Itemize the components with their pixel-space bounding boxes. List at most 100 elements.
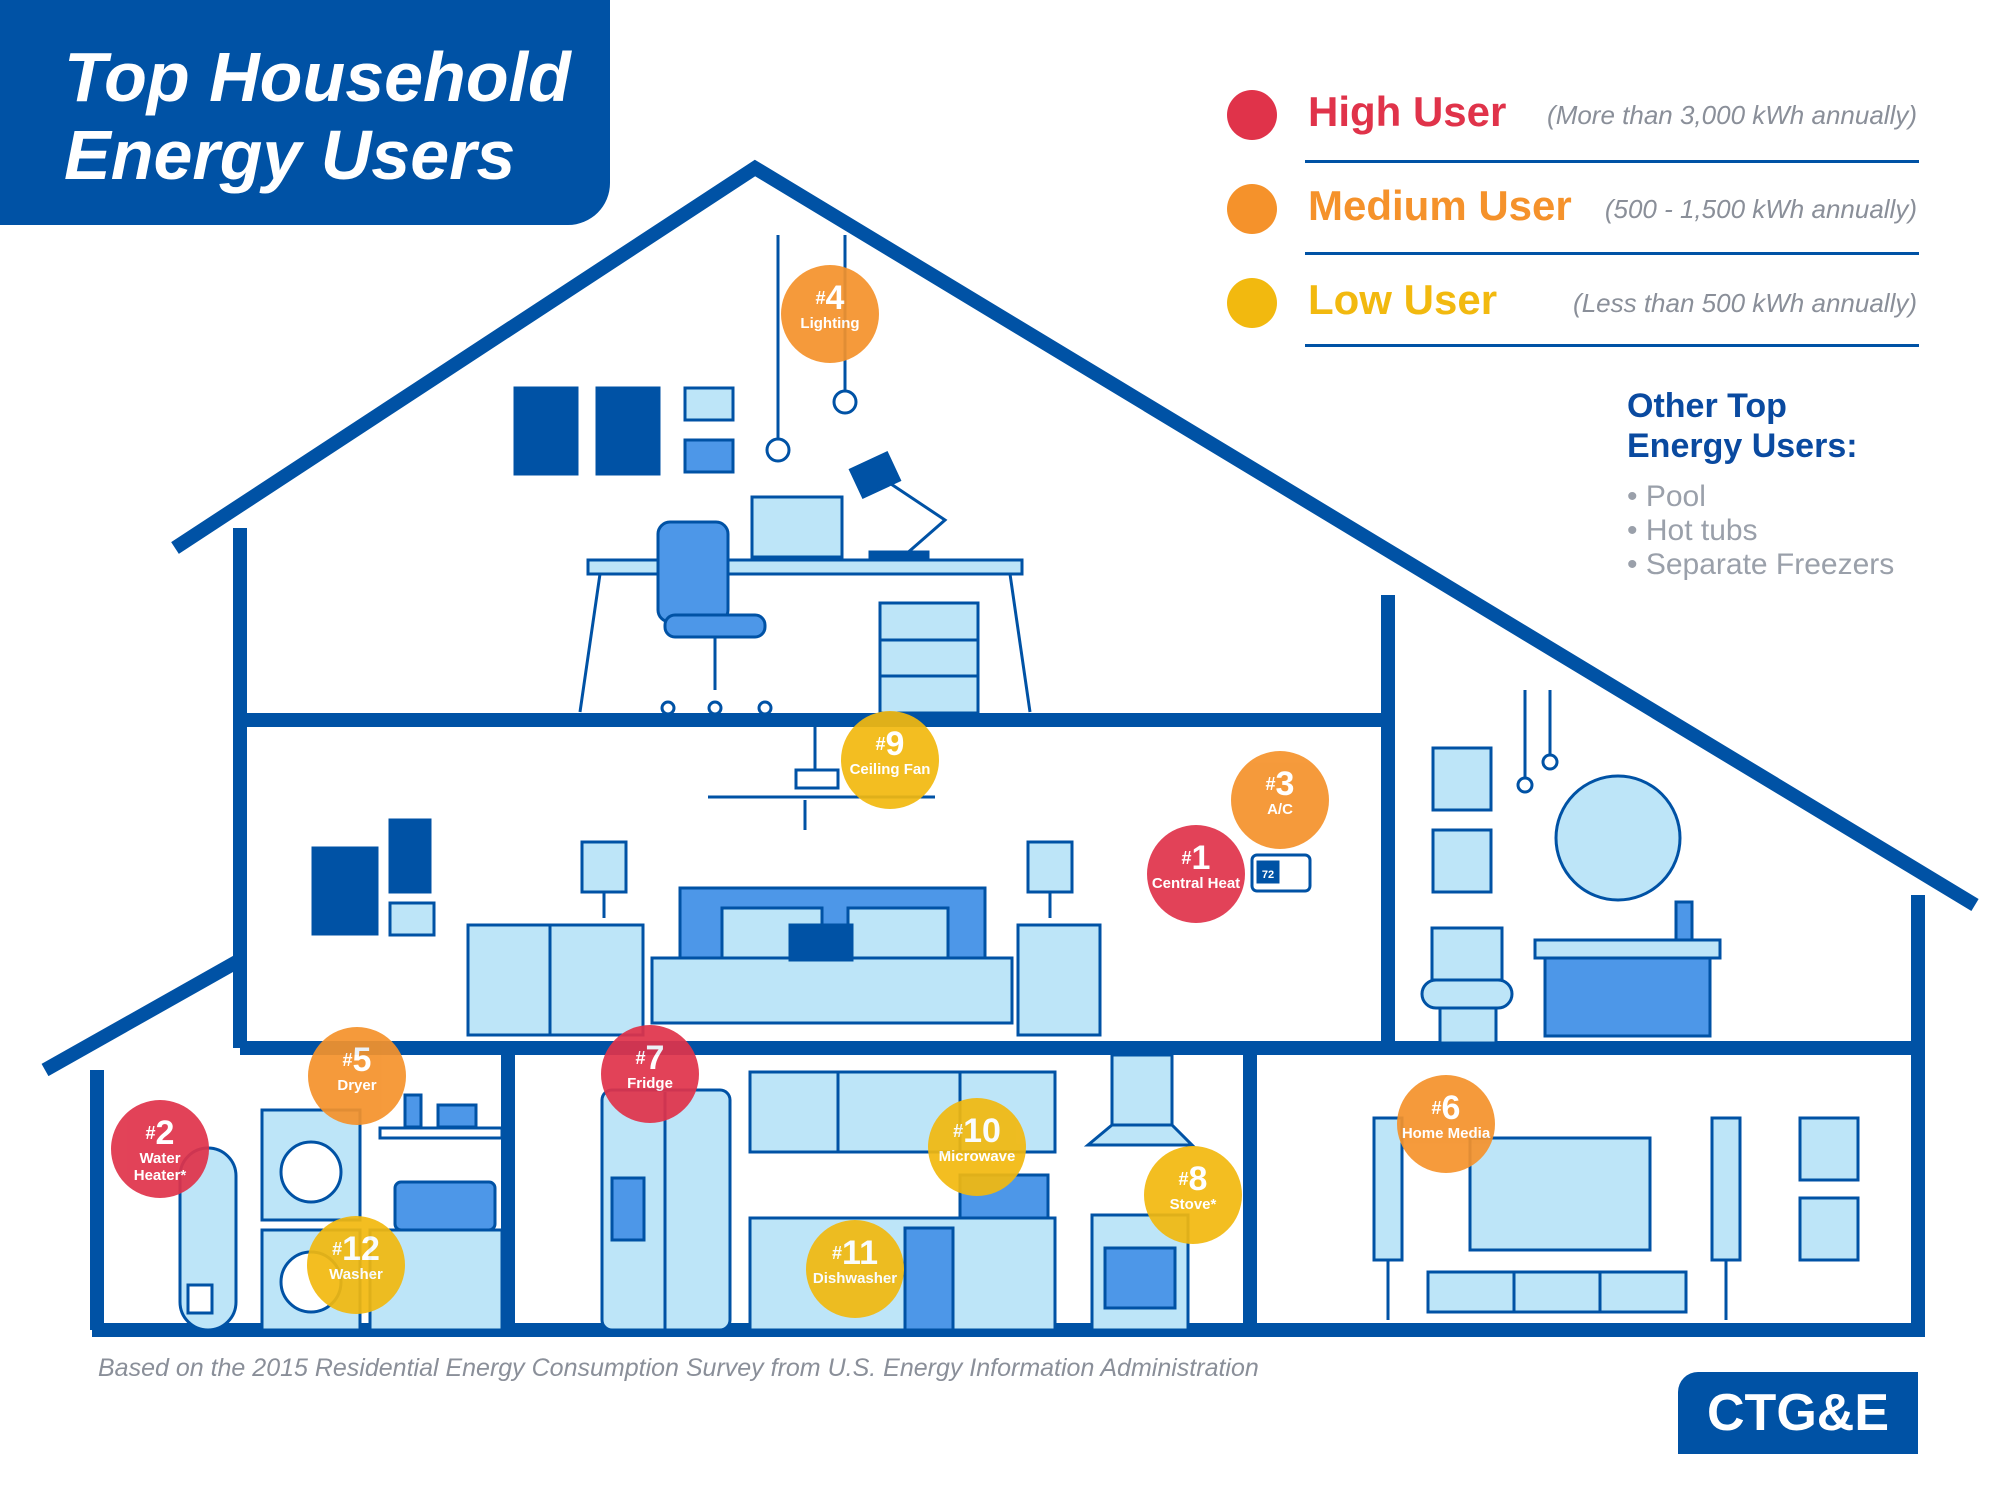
source-footnote: Based on the 2015 Residential Energy Con… xyxy=(98,1354,1259,1382)
badge-fridge: #7 Fridge xyxy=(601,1025,699,1123)
badge-label: Home Media xyxy=(1401,1125,1491,1142)
badge-label: Fridge xyxy=(627,1075,673,1092)
pendant-light xyxy=(832,389,858,415)
desk xyxy=(586,558,1024,576)
badge-label: Dishwasher xyxy=(812,1270,898,1287)
dishwasher xyxy=(903,1226,955,1332)
legend-dot-high xyxy=(1227,90,1277,140)
badge-ac: #3 A/C xyxy=(1231,751,1329,849)
legend-dot-medium xyxy=(1227,184,1277,234)
wall-art xyxy=(388,818,432,894)
title-line-2: Energy Users xyxy=(64,116,516,194)
legend-dot-low xyxy=(1227,278,1277,328)
badge-label: Water Heater* xyxy=(133,1150,187,1184)
brand-logo: CTG&E xyxy=(1678,1372,1918,1454)
pendant-light xyxy=(1541,753,1559,771)
badge-rank: 12 xyxy=(342,1230,380,1268)
legend-divider xyxy=(1305,344,1919,347)
pendant-light xyxy=(1516,776,1534,794)
badge-rank: 8 xyxy=(1188,1160,1208,1198)
badge-lighting: #4 Lighting xyxy=(781,265,879,363)
badge-rank: 5 xyxy=(352,1041,372,1079)
office-chair xyxy=(656,520,730,624)
badge-rank: 2 xyxy=(155,1114,175,1152)
wall-art xyxy=(311,846,379,936)
badge-rank: 9 xyxy=(885,725,905,763)
other-title-line-1: Other Top xyxy=(1627,387,1787,425)
media-frame xyxy=(1798,1116,1860,1182)
frame-3 xyxy=(683,386,735,422)
badge-rank: 4 xyxy=(825,279,845,317)
badge-water-heater: #2 Water Heater* xyxy=(111,1100,209,1198)
badge-microwave: #10 Microwave xyxy=(928,1098,1026,1196)
badge-rank: 3 xyxy=(1275,765,1295,803)
laundry-basket xyxy=(393,1180,497,1232)
speaker-right xyxy=(1710,1116,1742,1262)
legend-label-high: High User xyxy=(1308,88,1507,135)
bed xyxy=(650,956,1014,1025)
badge-label: Microwave xyxy=(938,1148,1016,1165)
legend-divider xyxy=(1305,160,1919,163)
badge-washer: #12 Washer xyxy=(307,1216,405,1314)
badge-label: Ceiling Fan xyxy=(849,761,931,778)
nightstand-right xyxy=(1016,923,1102,1037)
bedside-lamp xyxy=(580,840,628,894)
other-title-line-2: Energy Users: xyxy=(1627,427,1858,465)
legend-label-medium: Medium User xyxy=(1308,182,1572,229)
frame-2 xyxy=(595,386,661,476)
frame-4 xyxy=(683,438,735,474)
badge-label: Dryer xyxy=(337,1077,377,1094)
toilet xyxy=(1420,978,1514,1010)
badge-label: Lighting xyxy=(800,315,860,332)
laundry-shelf xyxy=(378,1126,504,1140)
laptop xyxy=(750,495,844,559)
ceiling-fan xyxy=(794,768,840,790)
title-banner: Top Household Energy Users xyxy=(0,0,610,225)
badge-rank: 1 xyxy=(1191,839,1211,877)
bath-frame xyxy=(1431,746,1493,812)
badge-label: Washer xyxy=(329,1266,383,1283)
badge-label: A/C xyxy=(1267,801,1293,818)
badge-rank: 11 xyxy=(842,1234,878,1272)
badge-dryer: #5 Dryer xyxy=(308,1027,406,1125)
badge-home-media: #6 Home Media xyxy=(1397,1075,1495,1173)
badge-rank: 6 xyxy=(1441,1089,1461,1127)
roof xyxy=(171,159,1979,911)
thermostat-reading: 72 xyxy=(1262,869,1274,881)
toilet-tank xyxy=(1430,926,1504,982)
range-hood xyxy=(1110,1053,1174,1127)
bathroom-vanity xyxy=(1533,938,1722,960)
bath-frame xyxy=(1431,828,1493,894)
drawer-cabinet xyxy=(878,601,980,715)
other-item-freezers: • Separate Freezers xyxy=(1627,548,1895,581)
badge-rank: 7 xyxy=(645,1039,665,1077)
legend-divider xyxy=(1305,252,1919,255)
mirror xyxy=(1554,774,1682,902)
legend-note-medium: (500 - 1,500 kWh annually) xyxy=(1604,194,1917,224)
title-line-1: Top Household xyxy=(64,38,571,116)
badge-dishwasher: #11 Dishwasher xyxy=(806,1220,904,1318)
badge-stove: #8 Stove* xyxy=(1144,1146,1242,1244)
wall-art xyxy=(388,901,436,937)
badge-ceiling-fan: #9 Ceiling Fan xyxy=(841,711,939,809)
nightstand-left xyxy=(466,923,645,1037)
pendant-light xyxy=(765,437,791,463)
badge-label: Stove* xyxy=(1169,1196,1217,1213)
frame-1 xyxy=(513,386,579,476)
other-item-hot-tubs: • Hot tubs xyxy=(1627,514,1758,547)
media-frame xyxy=(1798,1196,1860,1262)
television xyxy=(1468,1136,1652,1252)
legend-label-low: Low User xyxy=(1308,276,1498,323)
tv-console xyxy=(1426,1270,1688,1314)
other-item-pool: • Pool xyxy=(1627,480,1706,513)
other-users-title: Other Top Energy Users: xyxy=(1627,386,1858,466)
bedside-lamp xyxy=(1026,840,1074,894)
lower-roof xyxy=(41,953,244,1077)
badge-label: Central Heat xyxy=(1151,875,1241,892)
legend-note-low: (Less than 500 kWh annually) xyxy=(1573,288,1917,318)
house-walls xyxy=(90,528,1925,1330)
legend-note-high: (More than 3,000 kWh annually) xyxy=(1547,100,1917,130)
badge-central-heat: #1 Central Heat xyxy=(1147,825,1245,923)
badge-rank: 10 xyxy=(963,1112,1001,1150)
